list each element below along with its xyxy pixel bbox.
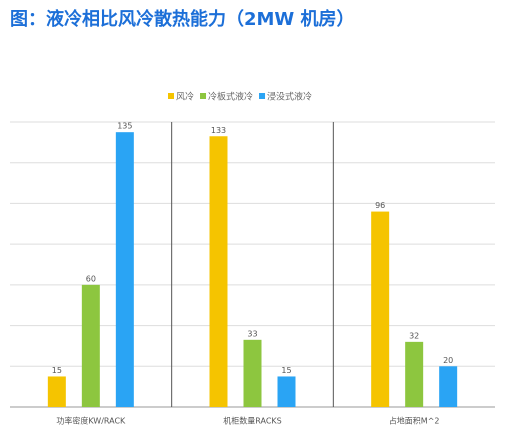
legend-label: 冷板式液冷 <box>208 91 253 103</box>
bar <box>47 376 66 407</box>
legend-swatch <box>168 93 174 99</box>
x-tick-label: 功率密度KW/RACK <box>56 416 126 426</box>
data-label: 15 <box>281 366 291 375</box>
data-label: 60 <box>86 274 96 283</box>
legend-label: 浸没式液冷 <box>267 91 312 103</box>
bar <box>277 376 296 407</box>
bar <box>81 284 100 407</box>
data-label: 135 <box>117 122 132 131</box>
chart-title: 图：液冷相比风冷散热能力（2MW 机房） <box>10 8 355 30</box>
bar <box>115 132 134 407</box>
data-label: 15 <box>52 366 62 375</box>
data-label: 20 <box>443 356 453 365</box>
legend-swatch <box>259 93 266 99</box>
x-tick-label: 机柜数量RACKS <box>223 416 281 426</box>
legend-swatch <box>200 93 207 99</box>
legend-label: 风冷 <box>176 91 194 103</box>
bar <box>371 211 390 407</box>
data-label: 33 <box>247 329 257 338</box>
x-tick-label: 占地面积M^2 <box>389 416 440 426</box>
data-label: 32 <box>409 331 419 340</box>
data-label: 96 <box>375 201 385 210</box>
bar <box>209 136 228 407</box>
bar <box>405 341 424 407</box>
bar <box>439 366 458 407</box>
data-label: 133 <box>211 126 226 135</box>
bar <box>243 339 262 407</box>
